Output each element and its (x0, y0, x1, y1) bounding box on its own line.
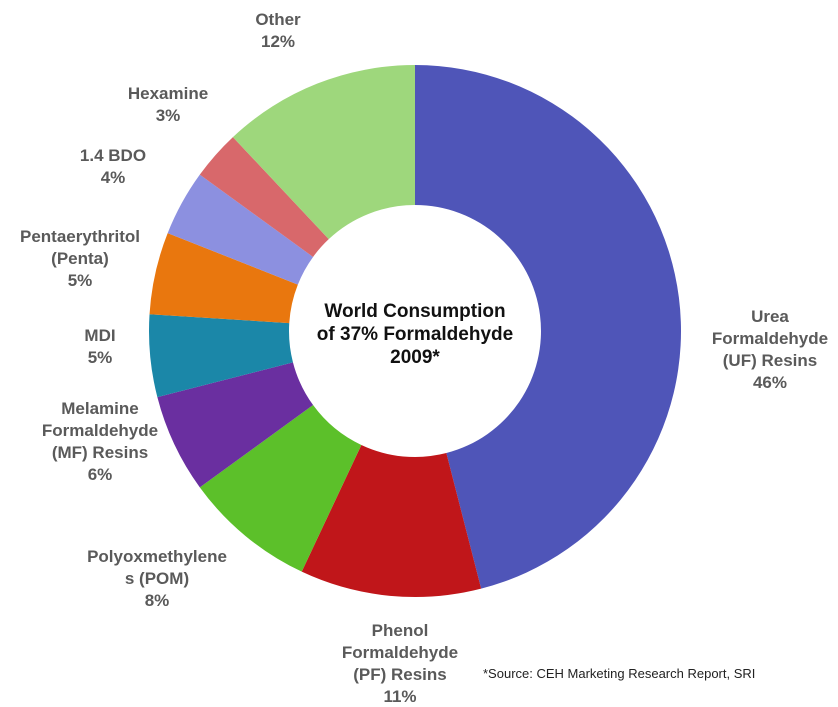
value-label: 3% (155, 106, 181, 125)
source-note: *Source: CEH Marketing Research Report, … (483, 666, 756, 681)
category-label: 1.4 BDO (79, 146, 147, 165)
value-label: 5% (87, 348, 113, 367)
donut-slice (149, 233, 298, 324)
slice-label: Hexamine 3% (128, 83, 208, 127)
category-label: Phenol Formaldehyde (PF) Resins (341, 621, 459, 684)
donut-slice (157, 362, 314, 488)
donut-slice (149, 314, 293, 398)
category-label: Hexamine (127, 84, 209, 103)
value-label: 6% (87, 465, 113, 484)
value-label: 5% (67, 271, 93, 290)
slice-label: MDI 5% (84, 325, 115, 369)
category-label: Polyoxmethylene s (POM) (87, 547, 227, 588)
value-label: 4% (100, 168, 126, 187)
category-label: Melamine Formaldehyde (MF) Resins (41, 399, 159, 462)
slice-label: Melamine Formaldehyde (MF) Resins 6% (42, 398, 158, 486)
category-label: Pentaerythritol (Penta) (20, 227, 140, 268)
donut-slice (199, 137, 329, 257)
donut-slice (232, 65, 415, 240)
slice-label: Urea Formaldehyde (UF) Resins 46% (712, 306, 828, 394)
value-label: 8% (144, 591, 170, 610)
donut-slice (199, 405, 362, 572)
value-label: 12% (260, 32, 296, 51)
donut-slice (301, 445, 482, 597)
slice-label: Pentaerythritol (Penta) 5% (20, 226, 140, 292)
category-label: Other (255, 10, 301, 29)
donut-slice (415, 65, 681, 589)
slice-label: 1.4 BDO 4% (80, 145, 146, 189)
slice-label: Polyoxmethylene s (POM) 8% (87, 546, 227, 612)
value-label: 46% (752, 373, 788, 392)
chart-title: World Consumption of 37% Formaldehyde 20… (316, 301, 514, 368)
donut-slice (167, 174, 314, 285)
slice-label: Phenol Formaldehyde (PF) Resins 11% (342, 620, 458, 707)
category-label: MDI (84, 326, 116, 345)
value-label: 11% (383, 687, 417, 706)
slice-label: Other 12% (255, 9, 300, 53)
category-label: Urea Formaldehyde (UF) Resins (711, 307, 829, 370)
